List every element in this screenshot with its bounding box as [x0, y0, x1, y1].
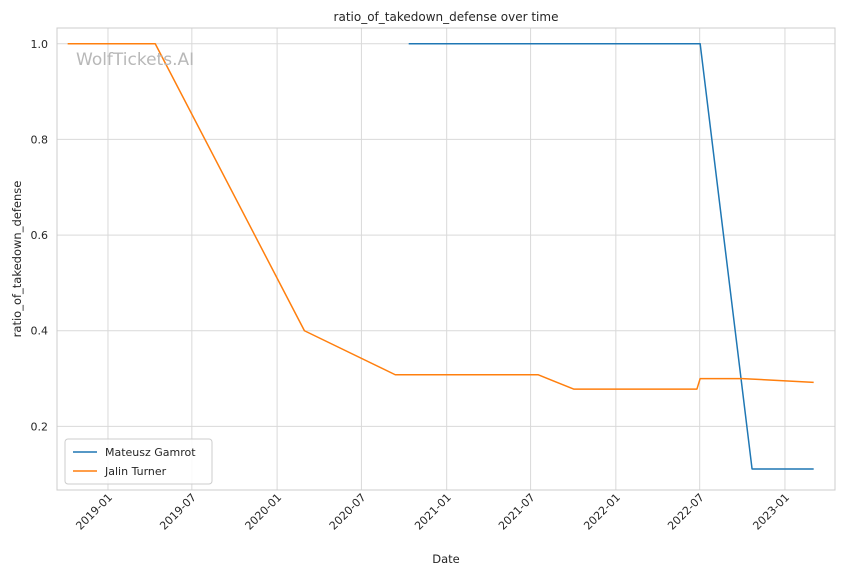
y-tick-label: 1.0	[31, 38, 49, 51]
legend-label-mateusz-gamrot: Mateusz Gamrot	[105, 446, 196, 459]
series-layer	[67, 43, 814, 470]
chart-title: ratio_of_takedown_defense over time	[334, 10, 559, 24]
x-axis-label: Date	[432, 552, 460, 566]
y-tick-label: 0.8	[31, 133, 49, 146]
y-axis: 0.2 0.4 0.6 0.8 1.0	[31, 38, 49, 434]
legend-label-jalin-turner: Jalin Turner	[104, 465, 167, 478]
legend-box	[64, 438, 213, 485]
y-tick-label: 0.2	[31, 420, 49, 433]
plot-frame	[56, 27, 836, 491]
y-tick-label: 0.4	[31, 325, 49, 338]
series-line-jalin-turner	[67, 43, 814, 390]
watermark: WolfTickets.AI	[76, 50, 194, 70]
series-line-mateusz-gamrot	[408, 43, 814, 470]
y-tick-label: 0.6	[31, 229, 49, 242]
y-axis-label: ratio_of_takedown_defense	[10, 181, 24, 338]
legend: Mateusz Gamrot Jalin Turner	[64, 438, 213, 485]
